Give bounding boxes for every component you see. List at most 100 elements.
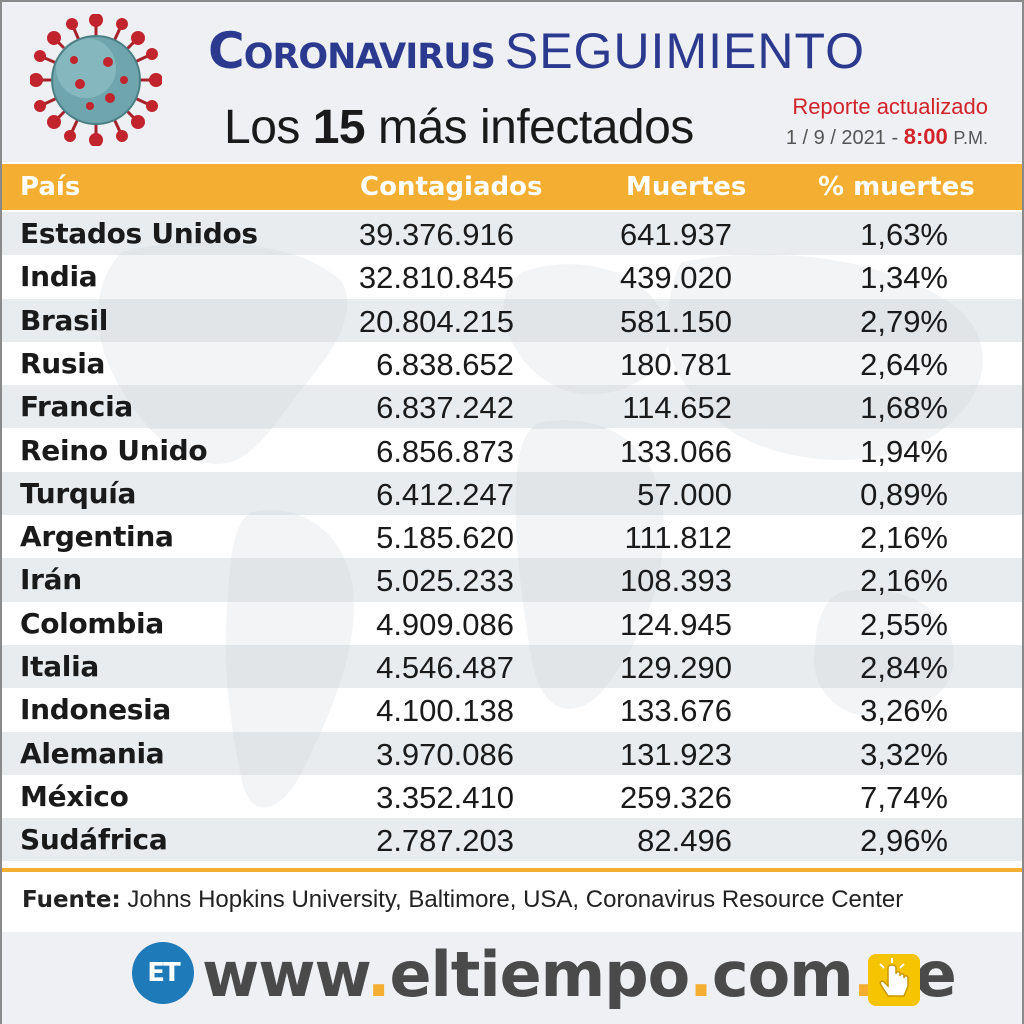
cases-value: 4.100.138 — [376, 693, 514, 729]
country-name: Reino Unido — [20, 433, 208, 467]
cases-value: 2.787.203 — [376, 823, 514, 859]
source-label: Fuente: — [22, 887, 121, 913]
click-hand-icon — [868, 954, 920, 1006]
table-divider — [2, 868, 1022, 872]
title-sub: SEGUIMIENTO — [504, 23, 865, 79]
deaths-value: 131.923 — [619, 736, 732, 772]
death-pct-value: 2,79% — [860, 303, 948, 339]
url-dot: . — [366, 938, 391, 1011]
column-header-country: País — [20, 172, 81, 202]
country-name: México — [20, 779, 129, 813]
deaths-value: 581.150 — [619, 303, 732, 339]
country-name: Sudáfrica — [20, 823, 168, 857]
country-name: Rusia — [20, 346, 106, 380]
death-pct-value: 0,89% — [860, 476, 948, 512]
cases-value: 5.185.620 — [376, 520, 514, 556]
table-row: Brasil 20.804.215 581.150 2,79% — [2, 298, 1022, 342]
deaths-value: 259.326 — [619, 779, 732, 815]
deaths-value: 133.676 — [619, 693, 732, 729]
table-row: Sudáfrica 2.787.203 82.496 2,96% — [2, 818, 1022, 862]
table-row: México 3.352.410 259.326 7,74% — [2, 774, 1022, 819]
cases-value: 6.412.247 — [376, 476, 514, 512]
country-name: Alemania — [20, 736, 165, 770]
column-header-death-pct: % muertes — [818, 172, 975, 202]
deaths-value: 124.945 — [619, 606, 732, 642]
url-part: com — [711, 938, 854, 1011]
source-line: Fuente: Johns Hopkins University, Baltim… — [22, 886, 903, 914]
report-date: 1 / 9 / 2021 - — [785, 127, 899, 149]
cases-value: 4.909.086 — [376, 606, 514, 642]
country-name: Indonesia — [20, 693, 172, 727]
death-pct-value: 2,55% — [860, 606, 948, 642]
cases-value: 32.810.845 — [358, 260, 514, 296]
deaths-value: 641.937 — [619, 217, 732, 252]
table-row: Alemania 3.970.086 131.923 3,32% — [2, 731, 1022, 775]
cases-value: 6.856.873 — [376, 433, 514, 469]
death-pct-value: 1,63% — [860, 217, 948, 252]
column-header-deaths: Muertes — [626, 172, 747, 202]
table-row: Indonesia 4.100.138 133.676 3,26% — [2, 688, 1022, 732]
source-text: Johns Hopkins University, Baltimore, USA… — [127, 886, 904, 913]
table-row: India 32.810.845 439.020 1,34% — [2, 255, 1022, 299]
table-row: Argentina 5.185.620 111.812 2,16% — [2, 515, 1022, 559]
table-row: Italia 4.546.487 129.290 2,84% — [2, 645, 1022, 689]
table-row: Reino Unido 6.856.873 133.066 1,94% — [2, 428, 1022, 472]
subtitle-prefix: Los — [224, 101, 300, 154]
table-row: Irán 5.025.233 108.393 2,16% — [2, 558, 1022, 602]
table-header: País Contagiados Muertes % muertes — [2, 164, 1022, 210]
report-ampm: P.M. — [953, 128, 988, 148]
cases-value: 3.352.410 — [376, 779, 514, 815]
report-time: 8:00 — [903, 124, 948, 149]
country-name: Colombia — [20, 606, 164, 640]
country-name: Italia — [20, 650, 99, 683]
report-date-line: 1 / 9 / 2021 - 8:00 P.M. — [786, 124, 988, 150]
column-header-cases: Contagiados — [360, 172, 543, 202]
url-dot: . — [689, 938, 713, 1011]
table-row: Rusia 6.838.652 180.781 2,64% — [2, 341, 1022, 386]
death-pct-value: 2,16% — [860, 563, 948, 599]
title-main: Coronavirus — [208, 22, 496, 80]
cases-value: 4.546.487 — [376, 650, 514, 685]
death-pct-value: 2,96% — [860, 823, 948, 859]
report-info: Reporte actualizado 1 / 9 / 2021 - 8:00 … — [786, 94, 988, 150]
cases-value: 20.804.215 — [358, 303, 514, 339]
deaths-value: 82.496 — [637, 823, 732, 859]
table-row: Francia 6.837.242 114.652 1,68% — [2, 385, 1022, 429]
page-title: Coronavirus SEGUIMIENTO — [208, 22, 865, 80]
country-name: Francia — [20, 390, 133, 424]
deaths-value: 57.000 — [637, 476, 732, 512]
deaths-value: 108.393 — [619, 563, 732, 599]
cases-value: 6.838.652 — [376, 346, 514, 382]
subtitle-number: 15 — [312, 101, 366, 154]
deaths-value: 133.066 — [619, 433, 732, 469]
table-row: Estados Unidos 39.376.916 641.937 1,63% — [2, 212, 1022, 256]
report-label: Reporte actualizado — [792, 94, 988, 119]
deaths-value: 439.020 — [619, 260, 732, 296]
table-row: Turquía 6.412.247 57.000 0,89% — [2, 471, 1022, 516]
coronavirus-illustration — [30, 14, 162, 146]
subtitle: Los 15 más infectados — [224, 100, 694, 155]
cases-value: 6.837.242 — [376, 390, 514, 426]
et-logo: ET — [132, 942, 194, 1004]
url-part: www — [202, 938, 368, 1011]
subtitle-suffix: más infectados — [377, 101, 694, 154]
cases-value: 5.025.233 — [376, 563, 514, 599]
header: Coronavirus SEGUIMIENTO Los 15 más infect… — [2, 2, 1022, 162]
country-name: Estados Unidos — [20, 217, 258, 250]
death-pct-value: 3,32% — [860, 736, 948, 772]
table-body: Estados Unidos 39.376.916 641.937 1,63% … — [2, 212, 1022, 862]
cases-value: 39.376.916 — [358, 217, 514, 252]
death-pct-value: 1,68% — [860, 390, 948, 426]
death-pct-value: 2,16% — [860, 520, 948, 556]
death-pct-value: 1,34% — [860, 260, 948, 296]
country-name: Irán — [20, 563, 82, 597]
deaths-value: 114.652 — [622, 390, 732, 426]
deaths-value: 180.781 — [619, 346, 732, 382]
death-pct-value: 3,26% — [860, 693, 948, 729]
website-link[interactable]: www.eltiempo.com.ve — [202, 938, 957, 1011]
table-row: Colombia 4.909.086 124.945 2,55% — [2, 601, 1022, 645]
country-name: Brasil — [20, 303, 109, 337]
death-pct-value: 2,64% — [860, 346, 948, 382]
death-pct-value: 7,74% — [860, 779, 948, 815]
